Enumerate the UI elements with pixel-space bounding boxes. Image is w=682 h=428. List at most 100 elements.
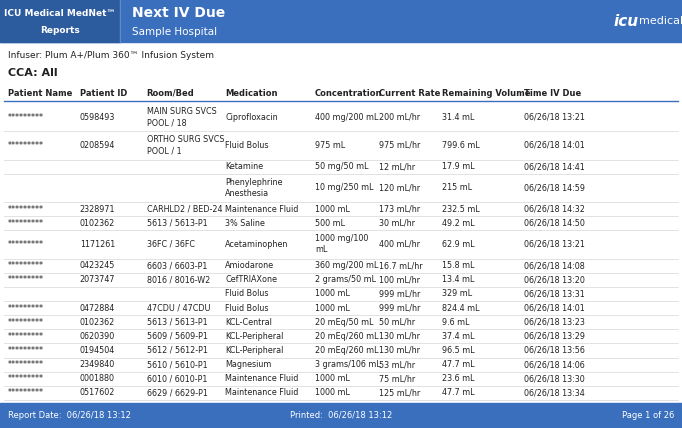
Text: Patient ID: Patient ID [80, 89, 127, 98]
Text: 47.7 mL: 47.7 mL [442, 360, 475, 369]
Text: 50 mg/50 mL: 50 mg/50 mL [315, 162, 368, 171]
Text: Infuser: Plum A+/Plum 360™ Infusion System: Infuser: Plum A+/Plum 360™ Infusion Syst… [8, 51, 214, 59]
Text: *********: ********* [8, 318, 44, 327]
Text: 62.9 mL: 62.9 mL [442, 240, 475, 249]
Text: 37.4 mL: 37.4 mL [442, 332, 475, 341]
Text: *********: ********* [8, 360, 44, 369]
Text: Ciprofloxacin: Ciprofloxacin [225, 113, 278, 122]
Text: Maintenance Fluid: Maintenance Fluid [225, 374, 299, 383]
Bar [0, 0, 682, 42]
Text: 06/26/18 13:30: 06/26/18 13:30 [524, 374, 584, 383]
Text: Current Rate: Current Rate [379, 89, 441, 98]
Text: 329 mL: 329 mL [442, 289, 472, 298]
Text: icu: icu [614, 14, 639, 29]
Text: ICU Medical MedNet™: ICU Medical MedNet™ [4, 9, 116, 18]
Text: 06/26/18 14:41: 06/26/18 14:41 [524, 162, 584, 171]
Text: Patient Name: Patient Name [8, 89, 72, 98]
Text: 06/26/18 14:50: 06/26/18 14:50 [524, 219, 584, 228]
Text: 1000 mL: 1000 mL [315, 374, 350, 383]
Text: Ketamine: Ketamine [225, 162, 263, 171]
Text: KCL-Peripheral: KCL-Peripheral [225, 332, 284, 341]
Text: Acetaminophen: Acetaminophen [225, 240, 288, 249]
Text: 2349840: 2349840 [80, 360, 115, 369]
Text: *********: ********* [8, 219, 44, 228]
Text: 1000 mL: 1000 mL [315, 205, 350, 214]
Text: 1000 mL: 1000 mL [315, 389, 350, 398]
Text: *********: ********* [8, 303, 44, 312]
Text: CARHLD2 / BED-24: CARHLD2 / BED-24 [147, 205, 222, 214]
Text: 47CDU / 47CDU: 47CDU / 47CDU [147, 303, 210, 312]
Text: 0472884: 0472884 [80, 303, 115, 312]
Text: 824.4 mL: 824.4 mL [442, 303, 479, 312]
Text: 06/26/18 13:20: 06/26/18 13:20 [524, 275, 584, 284]
Text: 1000 mg/100
mL: 1000 mg/100 mL [315, 235, 368, 255]
Text: 3% Saline: 3% Saline [225, 219, 265, 228]
Text: 12 mL/hr: 12 mL/hr [379, 162, 415, 171]
Text: 06/26/18 14:59: 06/26/18 14:59 [524, 183, 584, 192]
Text: 30 mL/hr: 30 mL/hr [379, 219, 415, 228]
Text: medical: medical [639, 16, 682, 26]
Text: 13.4 mL: 13.4 mL [442, 275, 474, 284]
Text: 100 mL/hr: 100 mL/hr [379, 275, 420, 284]
Text: 5610 / 5610-P1: 5610 / 5610-P1 [147, 360, 207, 369]
Text: Reports: Reports [40, 26, 80, 35]
Text: Fluid Bolus: Fluid Bolus [225, 289, 269, 298]
Text: KCL-Central: KCL-Central [225, 318, 272, 327]
Bar [0, 403, 682, 428]
Text: 0102362: 0102362 [80, 219, 115, 228]
Text: 8016 / 8016-W2: 8016 / 8016-W2 [147, 275, 210, 284]
Text: 31.4 mL: 31.4 mL [442, 113, 474, 122]
Text: KCL-Peripheral: KCL-Peripheral [225, 346, 284, 355]
Text: 10 mg/250 mL: 10 mg/250 mL [315, 183, 374, 192]
Text: Fluid Bolus: Fluid Bolus [225, 303, 269, 312]
Text: *********: ********* [8, 374, 44, 383]
Text: 500 mL: 500 mL [315, 219, 345, 228]
Text: 06/26/18 14:01: 06/26/18 14:01 [524, 303, 584, 312]
Text: 130 mL/hr: 130 mL/hr [379, 346, 420, 355]
Text: *********: ********* [8, 240, 44, 249]
Text: 360 mg/200 mL: 360 mg/200 mL [315, 261, 379, 270]
Text: 50 mL/hr: 50 mL/hr [379, 318, 415, 327]
Text: 9.6 mL: 9.6 mL [442, 318, 469, 327]
Text: Next IV Due: Next IV Due [132, 6, 225, 20]
Text: Room/Bed: Room/Bed [147, 89, 194, 98]
Text: 0102362: 0102362 [80, 318, 115, 327]
Text: 49.2 mL: 49.2 mL [442, 219, 475, 228]
Text: Maintenance Fluid: Maintenance Fluid [225, 389, 299, 398]
Text: 6603 / 6603-P1: 6603 / 6603-P1 [147, 261, 207, 270]
Text: 400 mL/hr: 400 mL/hr [379, 240, 420, 249]
Text: *********: ********* [8, 113, 44, 122]
Text: 0517602: 0517602 [80, 389, 115, 398]
Text: Report Date:  06/26/18 13:12: Report Date: 06/26/18 13:12 [8, 411, 131, 420]
Text: 215 mL: 215 mL [442, 183, 472, 192]
Text: Page 1 of 26: Page 1 of 26 [621, 411, 674, 420]
Bar [0, 0, 120, 42]
Text: 975 mL: 975 mL [315, 141, 345, 150]
Text: Time IV Due: Time IV Due [524, 89, 581, 98]
Text: Maintenance Fluid: Maintenance Fluid [225, 205, 299, 214]
Text: 0194504: 0194504 [80, 346, 115, 355]
Text: 200 mL/hr: 200 mL/hr [379, 113, 420, 122]
Text: 1000 mL: 1000 mL [315, 303, 350, 312]
Text: 6010 / 6010-P1: 6010 / 6010-P1 [147, 374, 207, 383]
Text: 5612 / 5612-P1: 5612 / 5612-P1 [147, 346, 207, 355]
Text: MAIN SURG SVCS
POOL / 18: MAIN SURG SVCS POOL / 18 [147, 107, 216, 127]
Text: *********: ********* [8, 389, 44, 398]
Text: 96.5 mL: 96.5 mL [442, 346, 475, 355]
Text: 53 mL/hr: 53 mL/hr [379, 360, 415, 369]
Text: 1171261: 1171261 [80, 240, 115, 249]
Text: Amiodarone: Amiodarone [225, 261, 274, 270]
Text: 16.7 mL/hr: 16.7 mL/hr [379, 261, 423, 270]
Text: 6629 / 6629-P1: 6629 / 6629-P1 [147, 389, 207, 398]
Text: Concentration: Concentration [315, 89, 383, 98]
Text: 06/26/18 13:56: 06/26/18 13:56 [524, 346, 584, 355]
Text: 0620390: 0620390 [80, 332, 115, 341]
Text: 3 grams/106 mL: 3 grams/106 mL [315, 360, 381, 369]
Text: 130 mL/hr: 130 mL/hr [379, 332, 420, 341]
Text: 5613 / 5613-P1: 5613 / 5613-P1 [147, 219, 207, 228]
Text: 173 mL/hr: 173 mL/hr [379, 205, 420, 214]
Text: *********: ********* [8, 346, 44, 355]
Text: 232.5 mL: 232.5 mL [442, 205, 479, 214]
Text: *********: ********* [8, 275, 44, 284]
Text: 2073747: 2073747 [80, 275, 115, 284]
